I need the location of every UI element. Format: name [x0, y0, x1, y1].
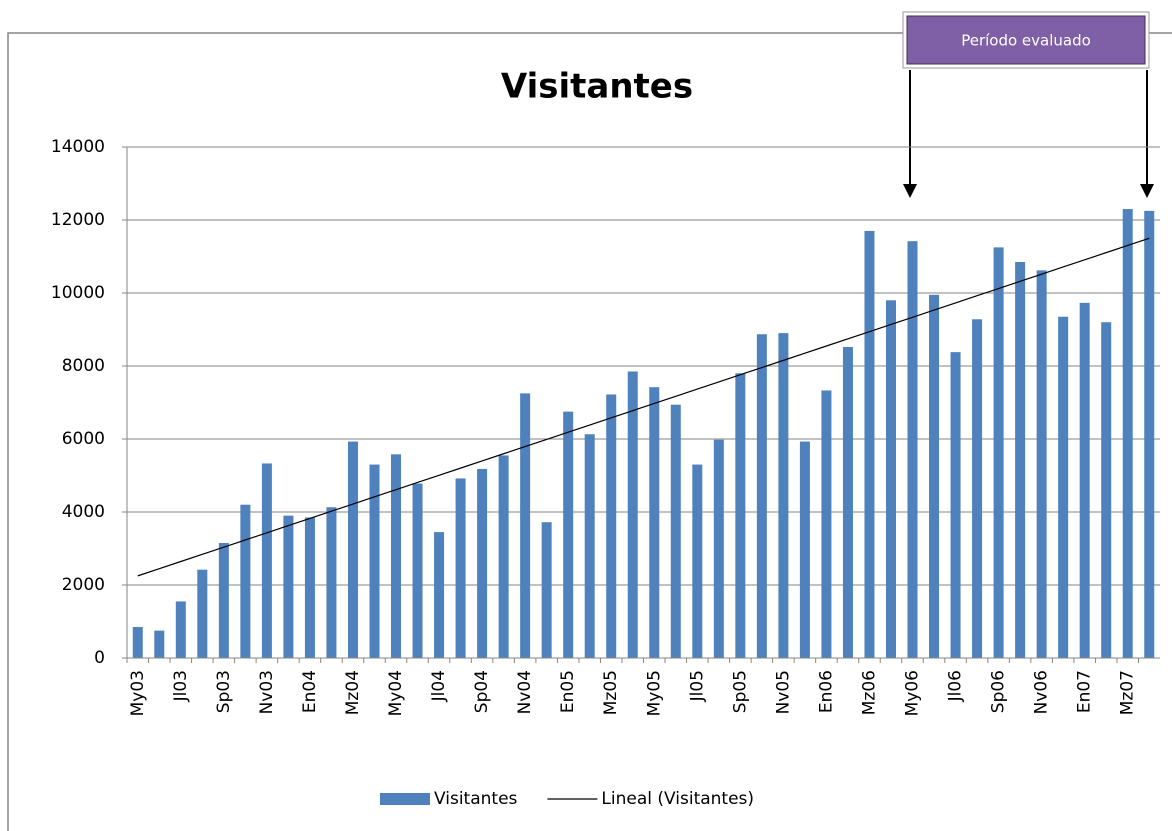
- bar: [929, 294, 940, 658]
- y-tick-label: 10000: [51, 283, 105, 303]
- bar: [692, 464, 703, 658]
- x-tick-label: En06: [816, 670, 836, 713]
- x-tick-label: Nv05: [773, 670, 793, 714]
- bar: [391, 454, 402, 658]
- arrow-head: [903, 184, 917, 198]
- bar: [606, 394, 617, 658]
- x-tick-label: Sp05: [730, 670, 750, 713]
- x-tick-label: En05: [558, 670, 578, 713]
- x-tick-label: Sp03: [214, 670, 234, 713]
- y-tick-label: 12000: [51, 210, 105, 230]
- bar: [799, 441, 810, 658]
- chart-frame: [7, 32, 1172, 831]
- bar: [1036, 270, 1047, 658]
- x-tick-label: En07: [1075, 670, 1095, 713]
- bar: [993, 247, 1004, 658]
- bar: [541, 522, 552, 658]
- bar: [434, 532, 445, 658]
- x-tick-label: Sp06: [989, 670, 1009, 713]
- x-tick-label: Nv06: [1032, 670, 1052, 714]
- bar: [498, 455, 509, 658]
- x-tick-label: Mz05: [601, 670, 621, 715]
- bar: [950, 352, 961, 658]
- bar: [778, 333, 789, 658]
- y-tick-label: 6000: [62, 429, 105, 449]
- legend-label: Visitantes: [434, 789, 518, 809]
- bar: [670, 404, 681, 658]
- x-tick-label: Jl06: [946, 670, 966, 702]
- bar: [1015, 261, 1026, 658]
- bar: [240, 504, 251, 658]
- bar: [261, 463, 272, 658]
- x-tick-label: Jl04: [429, 670, 449, 702]
- bar: [972, 319, 983, 658]
- bar: [1101, 322, 1112, 658]
- y-tick-label: 14000: [51, 137, 105, 157]
- bar: [864, 230, 875, 658]
- x-tick-label: Nv03: [257, 670, 277, 714]
- bar: [218, 543, 229, 658]
- bar: [304, 517, 315, 658]
- x-tick-label: My04: [386, 670, 406, 716]
- bar: [412, 483, 423, 658]
- bar: [756, 334, 767, 658]
- y-tick-label: 8000: [62, 356, 105, 376]
- x-tick-label: Mz07: [1118, 670, 1138, 715]
- y-tick-label: 4000: [62, 502, 105, 522]
- bar: [154, 630, 165, 658]
- bar: [283, 515, 294, 658]
- bar: [347, 441, 358, 658]
- bar: [1058, 316, 1069, 658]
- annotation-text: Período evaluado: [961, 32, 1091, 50]
- x-tick-label: Mz04: [343, 670, 363, 715]
- bar: [842, 347, 853, 658]
- x-tick-label: My06: [903, 670, 923, 716]
- bar: [326, 507, 337, 658]
- trend-line: [137, 237, 1150, 577]
- x-tick-label: My03: [128, 670, 148, 716]
- bar: [197, 569, 208, 658]
- bar: [627, 371, 638, 658]
- x-tick-label: Nv04: [515, 670, 535, 714]
- legend-label: Lineal (Visitantes): [601, 789, 754, 809]
- annotation-box: [906, 15, 1146, 65]
- bar: [1122, 209, 1133, 659]
- bar: [584, 434, 595, 658]
- x-tick-label: My05: [644, 670, 664, 716]
- x-tick-label: Sp04: [472, 670, 492, 713]
- x-tick-label: En04: [300, 670, 320, 713]
- bar: [477, 468, 488, 658]
- bar: [1144, 210, 1155, 658]
- bar: [563, 411, 574, 658]
- arrow-head: [1140, 184, 1154, 198]
- y-tick-label: 2000: [62, 575, 105, 595]
- bar: [175, 601, 186, 658]
- x-tick-label: Mz06: [859, 670, 879, 715]
- bar: [369, 464, 380, 658]
- bar: [735, 373, 746, 658]
- x-tick-label: Jl05: [687, 670, 707, 702]
- legend-swatch: [380, 793, 430, 805]
- bar: [649, 387, 660, 658]
- chart-title: Visitantes: [501, 67, 693, 107]
- bar: [821, 390, 832, 658]
- bar: [1079, 302, 1090, 658]
- x-tick-label: Jl03: [171, 670, 191, 702]
- bar: [455, 478, 466, 658]
- bar: [907, 241, 918, 659]
- bar: [520, 393, 531, 658]
- bar: [713, 439, 724, 658]
- y-tick-label: 0: [94, 648, 105, 668]
- bar: [885, 300, 896, 658]
- bar: [132, 626, 143, 658]
